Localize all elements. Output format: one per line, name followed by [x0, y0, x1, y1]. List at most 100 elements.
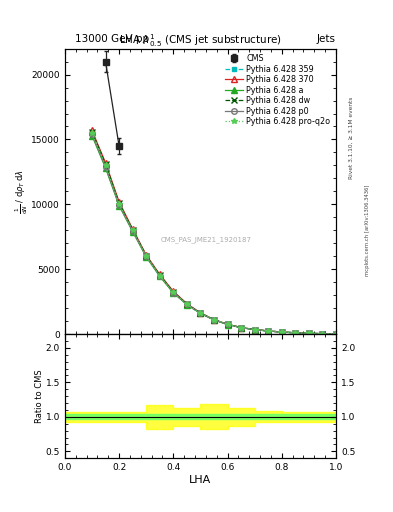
Text: Jets: Jets	[317, 33, 336, 44]
Pythia 6.428 pro-q2o	[90, 130, 94, 136]
Pythia 6.428 pro-q2o	[211, 317, 216, 323]
Pythia 6.428 pro-q2o	[225, 322, 230, 328]
Pythia 6.428 p0	[307, 330, 311, 336]
Text: 13000 GeV pp: 13000 GeV pp	[75, 33, 149, 44]
Pythia 6.428 pro-q2o	[307, 330, 311, 336]
Pythia 6.428 pro-q2o	[320, 331, 325, 337]
Pythia 6.428 359	[144, 253, 149, 260]
Pythia 6.428 a	[239, 325, 243, 331]
Pythia 6.428 359	[130, 227, 135, 233]
Pythia 6.428 pro-q2o	[239, 325, 243, 331]
Pythia 6.428 a	[90, 133, 94, 139]
Pythia 6.428 370	[307, 330, 311, 336]
Pythia 6.428 a	[198, 310, 203, 316]
Pythia 6.428 359	[307, 330, 311, 336]
Pythia 6.428 p0	[252, 327, 257, 333]
Pythia 6.428 pro-q2o	[103, 162, 108, 168]
Y-axis label: Ratio to CMS: Ratio to CMS	[35, 369, 44, 423]
Pythia 6.428 a	[157, 273, 162, 280]
Pythia 6.428 a	[185, 302, 189, 308]
Pythia 6.428 pro-q2o	[293, 330, 298, 336]
Pythia 6.428 p0	[144, 253, 149, 260]
Pythia 6.428 359	[225, 322, 230, 328]
Pythia 6.428 p0	[225, 322, 230, 328]
Pythia 6.428 p0	[157, 273, 162, 279]
Title: LHA $\lambda^1_{0.5}$ (CMS jet substructure): LHA $\lambda^1_{0.5}$ (CMS jet substruct…	[119, 32, 282, 49]
Pythia 6.428 a	[171, 290, 176, 296]
Pythia 6.428 370	[334, 331, 338, 337]
Pythia 6.428 dw	[252, 327, 257, 333]
Pythia 6.428 p0	[171, 289, 176, 295]
Line: Pythia 6.428 359: Pythia 6.428 359	[90, 131, 338, 336]
Pythia 6.428 359	[157, 273, 162, 279]
Pythia 6.428 a	[103, 165, 108, 171]
Pythia 6.428 p0	[185, 302, 189, 308]
Pythia 6.428 p0	[239, 325, 243, 331]
Pythia 6.428 a	[293, 330, 298, 336]
Pythia 6.428 dw	[90, 129, 94, 135]
Pythia 6.428 a	[266, 328, 270, 334]
Pythia 6.428 370	[185, 301, 189, 307]
Pythia 6.428 dw	[117, 200, 121, 206]
Pythia 6.428 a	[144, 254, 149, 260]
Pythia 6.428 dw	[266, 328, 270, 334]
Pythia 6.428 dw	[211, 316, 216, 323]
Pythia 6.428 370	[320, 331, 325, 337]
Pythia 6.428 370	[239, 325, 243, 331]
Pythia 6.428 359	[211, 317, 216, 323]
Pythia 6.428 pro-q2o	[252, 327, 257, 333]
Pythia 6.428 359	[320, 331, 325, 337]
Pythia 6.428 359	[198, 310, 203, 316]
Pythia 6.428 a	[117, 203, 121, 209]
Pythia 6.428 370	[266, 328, 270, 334]
Pythia 6.428 p0	[103, 164, 108, 170]
Pythia 6.428 359	[171, 289, 176, 295]
Pythia 6.428 359	[266, 328, 270, 334]
Pythia 6.428 dw	[239, 325, 243, 331]
Pythia 6.428 359	[293, 330, 298, 336]
Pythia 6.428 359	[252, 327, 257, 333]
Pythia 6.428 p0	[279, 329, 284, 335]
Pythia 6.428 dw	[225, 321, 230, 327]
Text: CMS_PAS_JME21_1920187: CMS_PAS_JME21_1920187	[160, 237, 252, 243]
Pythia 6.428 a	[307, 330, 311, 336]
Pythia 6.428 a	[279, 329, 284, 335]
Pythia 6.428 dw	[103, 161, 108, 167]
Pythia 6.428 p0	[130, 228, 135, 234]
Pythia 6.428 p0	[293, 330, 298, 336]
Pythia 6.428 370	[225, 321, 230, 327]
Pythia 6.428 dw	[334, 331, 338, 337]
Pythia 6.428 p0	[320, 331, 325, 337]
Pythia 6.428 p0	[198, 310, 203, 316]
Pythia 6.428 359	[103, 162, 108, 168]
Pythia 6.428 a	[225, 322, 230, 328]
Y-axis label: $\frac{1}{\mathrm{d}N}$ / $\mathrm{d}\rho_T\,\mathrm{d}\lambda$: $\frac{1}{\mathrm{d}N}$ / $\mathrm{d}\rh…	[13, 169, 30, 214]
Pythia 6.428 370	[198, 310, 203, 316]
Line: Pythia 6.428 dw: Pythia 6.428 dw	[89, 129, 339, 337]
Pythia 6.428 pro-q2o	[185, 301, 189, 307]
Pythia 6.428 359	[90, 130, 94, 136]
Pythia 6.428 359	[239, 325, 243, 331]
Pythia 6.428 dw	[307, 330, 311, 336]
Pythia 6.428 dw	[171, 289, 176, 295]
Pythia 6.428 dw	[293, 330, 298, 336]
Pythia 6.428 a	[334, 331, 338, 337]
Pythia 6.428 pro-q2o	[130, 227, 135, 233]
Pythia 6.428 a	[211, 317, 216, 323]
Pythia 6.428 p0	[117, 202, 121, 208]
Pythia 6.428 pro-q2o	[334, 331, 338, 337]
Pythia 6.428 p0	[266, 328, 270, 334]
Pythia 6.428 370	[90, 127, 94, 134]
Pythia 6.428 370	[103, 160, 108, 166]
Pythia 6.428 p0	[90, 131, 94, 137]
Line: Pythia 6.428 p0: Pythia 6.428 p0	[89, 132, 339, 337]
Pythia 6.428 a	[130, 228, 135, 234]
Text: Rivet 3.1.10, ≥ 3.1M events: Rivet 3.1.10, ≥ 3.1M events	[349, 97, 354, 179]
Line: Pythia 6.428 a: Pythia 6.428 a	[89, 133, 339, 337]
Line: Pythia 6.428 370: Pythia 6.428 370	[89, 127, 339, 337]
Pythia 6.428 a	[252, 327, 257, 333]
Pythia 6.428 359	[185, 301, 189, 307]
Pythia 6.428 pro-q2o	[144, 253, 149, 260]
Line: Pythia 6.428 pro-q2o: Pythia 6.428 pro-q2o	[89, 130, 339, 337]
X-axis label: LHA: LHA	[189, 475, 211, 485]
